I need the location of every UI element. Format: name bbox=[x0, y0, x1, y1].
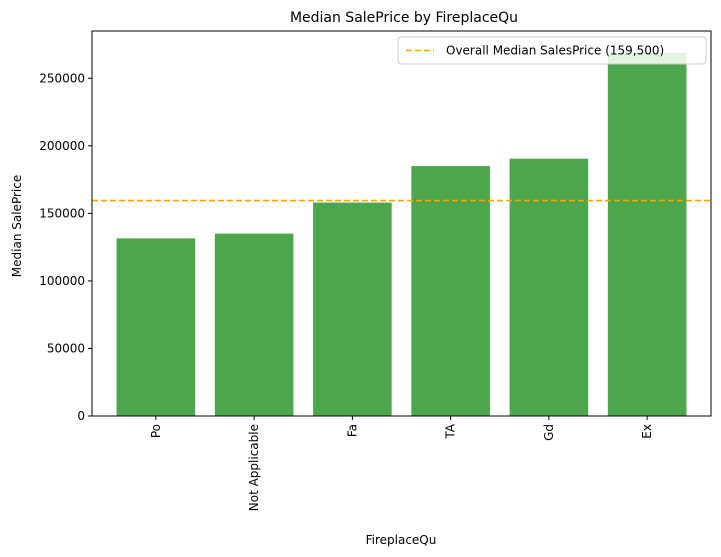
chart-title: Median SalePrice by FireplaceQu bbox=[290, 10, 518, 26]
bar-fa bbox=[313, 202, 392, 416]
bar-not-applicable bbox=[214, 233, 294, 416]
legend-box bbox=[397, 36, 707, 65]
legend: Overall Median SalesPrice (159,500) bbox=[397, 36, 707, 65]
y-tick-label: 50000 bbox=[47, 341, 85, 355]
y-tick-label: 150000 bbox=[39, 206, 85, 220]
y-tick-label: 0 bbox=[77, 409, 85, 423]
axes-group: 0 50000 100000 150000 200000 250000 Po Not Appl… bbox=[39, 30, 712, 511]
x-axis-label: FireplaceQu bbox=[366, 533, 437, 547]
x-tick-label: Not Applicable bbox=[247, 424, 261, 511]
x-tick-label: TA bbox=[444, 423, 458, 439]
x-tick-label: Gd bbox=[542, 424, 556, 441]
y-tick-label: 100000 bbox=[39, 274, 85, 288]
bar-ta bbox=[411, 166, 490, 416]
y-axis-label: Median SalePrice bbox=[10, 175, 24, 277]
bars-group bbox=[116, 52, 687, 416]
x-tick-label: Po bbox=[149, 424, 163, 438]
x-tick-label: Ex bbox=[640, 424, 654, 439]
y-tick-label: 200000 bbox=[39, 139, 85, 153]
bar-po bbox=[116, 238, 196, 416]
bar-gd bbox=[509, 158, 589, 416]
y-tick-label: 250000 bbox=[39, 71, 85, 85]
plot-frame bbox=[91, 30, 712, 417]
x-tick-label: Fa bbox=[345, 424, 359, 437]
bar-ex bbox=[607, 52, 687, 416]
legend-label: Overall Median SalesPrice (159,500) bbox=[446, 44, 664, 58]
